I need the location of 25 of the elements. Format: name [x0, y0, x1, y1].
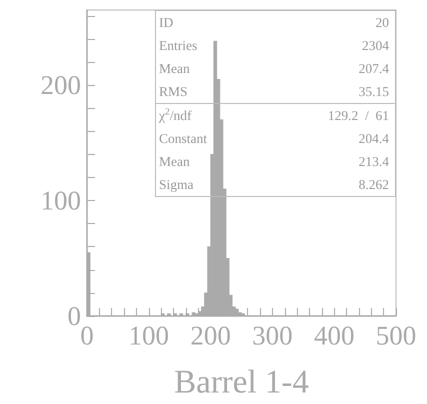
annotation: Constant [159, 130, 208, 148]
y-tick-label: 0 [68, 301, 81, 331]
annotation: Mean [159, 60, 190, 78]
x-tick-label: 200 [190, 320, 231, 350]
annotation: 213.4 [358, 153, 389, 171]
y-tick-label: 200 [40, 70, 81, 100]
x-tick-label: 300 [252, 320, 293, 350]
x-tick-label: 500 [376, 320, 416, 350]
annotation: 207.4 [358, 60, 389, 78]
annotation: ID [159, 14, 174, 32]
annotation: Sigma [159, 176, 194, 194]
annotation: Entries [159, 37, 198, 55]
annotation: 2304 [362, 37, 389, 55]
annotation: 8.262 [358, 176, 389, 194]
annotation: Mean [159, 153, 190, 171]
annotation: 129.2 / 61 [328, 107, 389, 125]
annotation: χ$^{2}$/ndf [159, 106, 192, 125]
y-tick-label: 100 [40, 186, 81, 216]
x-tick-label: 100 [128, 320, 170, 350]
annotation: RMS [159, 83, 188, 101]
annotation: 20 [376, 14, 389, 32]
x-axis-title: Barrel 1-4 [174, 364, 309, 400]
annotation: 35.15 [358, 83, 389, 101]
x-tick-label: 400 [314, 320, 354, 350]
annotation: 204.4 [358, 130, 389, 148]
